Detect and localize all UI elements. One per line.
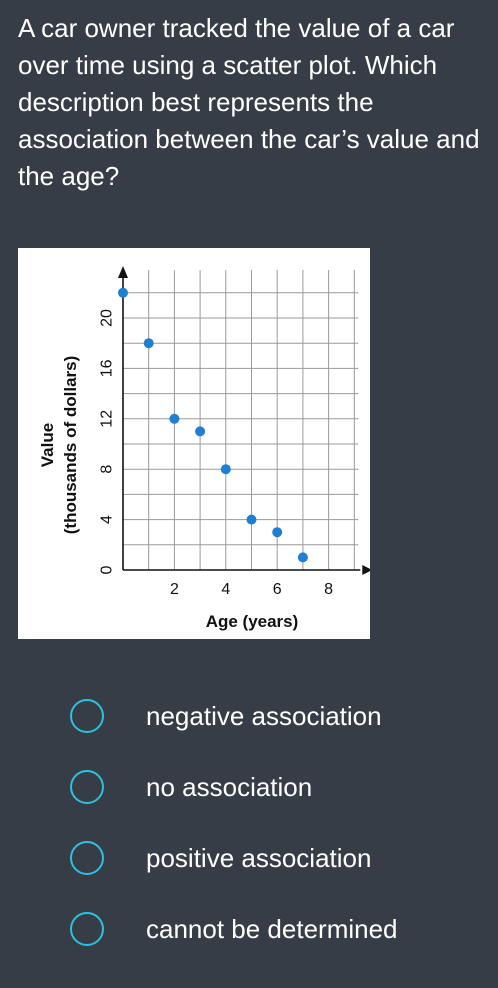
radio-button[interactable]	[70, 699, 104, 733]
x-tick-label: 2	[170, 581, 179, 598]
data-point	[169, 413, 180, 424]
data-point	[246, 514, 257, 525]
y-axis-arrow	[118, 266, 128, 278]
chart-axes	[118, 266, 370, 575]
option-positive-association[interactable]: positive association	[70, 828, 470, 888]
data-point	[143, 338, 154, 349]
option-label: positive association	[146, 842, 372, 873]
radio-button[interactable]	[70, 841, 104, 875]
radio-button[interactable]	[70, 770, 104, 804]
option-no-association[interactable]: no association	[70, 757, 470, 817]
chart-grid	[123, 270, 359, 570]
y-tick-label: 8	[99, 465, 116, 474]
option-label: cannot be determined	[146, 913, 398, 944]
option-label: negative association	[146, 700, 382, 731]
y-tick-label: 0	[99, 565, 116, 574]
scatter-plot: 2 4 6 8 0 4 8 12 16 20 Age (years) Value (thousan…	[38, 266, 370, 631]
y-tick-label: 12	[99, 410, 116, 428]
x-axis-arrow	[362, 565, 370, 575]
data-point	[272, 527, 283, 538]
data-point	[220, 464, 231, 475]
data-point	[195, 426, 206, 437]
chart-points	[118, 287, 308, 563]
data-point	[118, 287, 128, 298]
y-axis-label: Value	[38, 423, 57, 467]
radio-button[interactable]	[70, 912, 104, 946]
scatter-plot-panel: 2 4 6 8 0 4 8 12 16 20 Age (years) Value (thousan…	[18, 248, 370, 639]
question-text: A car owner tracked the value of a car o…	[18, 13, 480, 191]
option-negative-association[interactable]: negative association	[70, 686, 470, 746]
option-cannot-be-determined[interactable]: cannot be determined	[70, 899, 470, 959]
x-axis-label: Age (years)	[206, 612, 299, 631]
y-tick-label: 4	[99, 515, 116, 524]
y-tick-label: 16	[99, 359, 116, 377]
x-tick-label: 4	[221, 581, 230, 598]
option-label: no association	[146, 771, 313, 802]
x-tick-label: 6	[273, 581, 282, 598]
data-point	[297, 552, 308, 563]
y-axis-sublabel: (thousands of dollars)	[61, 356, 80, 535]
x-tick-label: 8	[324, 581, 333, 598]
chart-tick-labels: 2 4 6 8 0 4 8 12 16 20	[99, 309, 334, 598]
y-tick-label: 20	[99, 309, 116, 327]
